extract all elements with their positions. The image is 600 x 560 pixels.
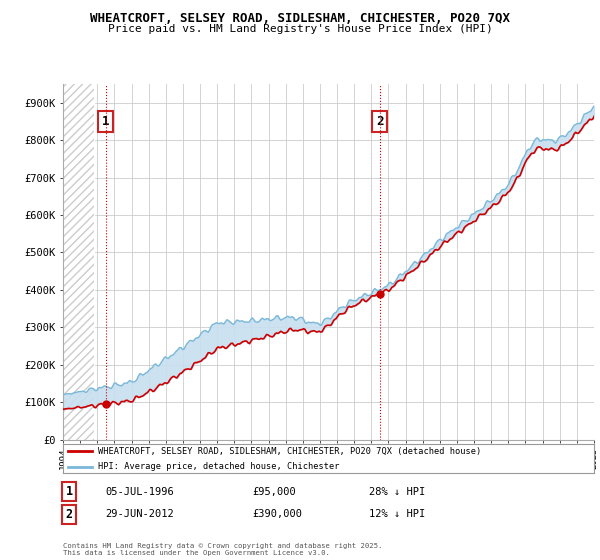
Text: HPI: Average price, detached house, Chichester: HPI: Average price, detached house, Chic… bbox=[98, 463, 339, 472]
Text: 12% ↓ HPI: 12% ↓ HPI bbox=[369, 509, 425, 519]
Text: £95,000: £95,000 bbox=[252, 487, 296, 497]
Text: 05-JUL-1996: 05-JUL-1996 bbox=[105, 487, 174, 497]
Text: WHEATCROFT, SELSEY ROAD, SIDLESHAM, CHICHESTER, PO20 7QX (detached house): WHEATCROFT, SELSEY ROAD, SIDLESHAM, CHIC… bbox=[98, 447, 481, 456]
Text: 2: 2 bbox=[376, 115, 383, 128]
Bar bbox=[63, 84, 94, 440]
Text: 29-JUN-2012: 29-JUN-2012 bbox=[105, 509, 174, 519]
Text: Contains HM Land Registry data © Crown copyright and database right 2025.
This d: Contains HM Land Registry data © Crown c… bbox=[63, 543, 382, 556]
Text: WHEATCROFT, SELSEY ROAD, SIDLESHAM, CHICHESTER, PO20 7QX: WHEATCROFT, SELSEY ROAD, SIDLESHAM, CHIC… bbox=[90, 12, 510, 25]
Text: 28% ↓ HPI: 28% ↓ HPI bbox=[369, 487, 425, 497]
Text: 1: 1 bbox=[65, 485, 73, 498]
Text: 2: 2 bbox=[65, 507, 73, 521]
Text: £390,000: £390,000 bbox=[252, 509, 302, 519]
Bar bbox=[63, 84, 94, 440]
Text: Price paid vs. HM Land Registry's House Price Index (HPI): Price paid vs. HM Land Registry's House … bbox=[107, 24, 493, 34]
Text: 1: 1 bbox=[102, 115, 110, 128]
